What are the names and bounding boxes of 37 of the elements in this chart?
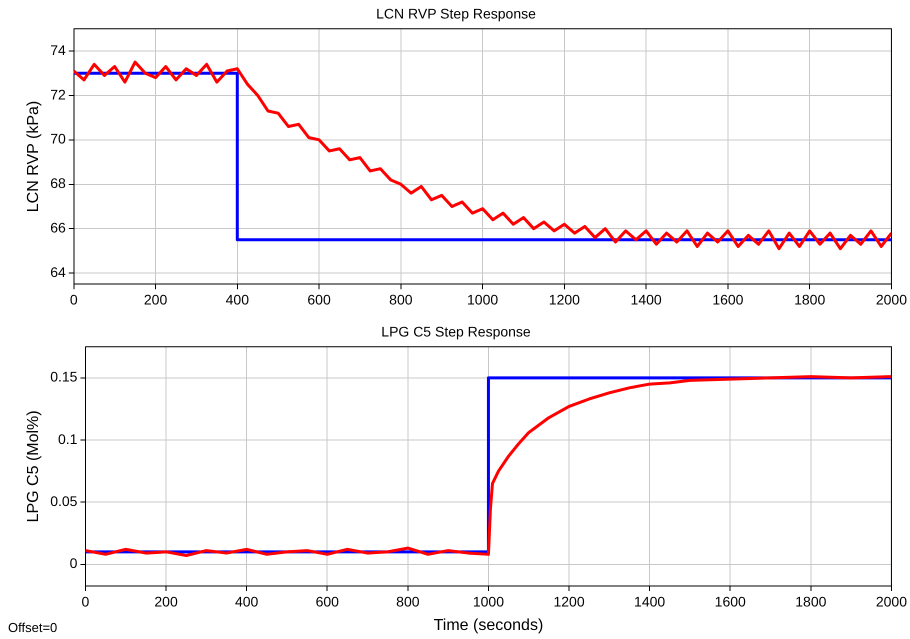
x-axis-title: Time (seconds) [434,616,544,634]
y-tick-label: 68 [50,175,66,192]
y-tick-label: 0.05 [50,492,78,509]
x-tick-label: 1000 [472,593,504,610]
y-tick-label: 64 [50,264,66,280]
x-tick-label: 1800 [794,291,826,308]
y-tick-label: 66 [50,220,66,236]
x-tick-label: 200 [144,291,168,308]
x-tick-label: 2000 [876,593,908,610]
y-tick-label: 72 [50,86,66,102]
y-tick-label: 74 [50,42,66,58]
x-tick-label: 1200 [548,291,580,308]
x-tick-label: 1000 [467,291,498,308]
x-tick-label: 800 [389,291,413,308]
x-tick-label: 400 [226,291,250,308]
y-tick-label: 0.1 [58,430,78,447]
x-tick-label: 600 [316,593,340,610]
x-tick-label: 0 [82,593,90,610]
x-tick-label: 1800 [795,593,827,610]
chart-title: LCN RVP Step Response [376,5,536,22]
y-axis-title: LPG C5 (Mol%) [25,410,42,522]
x-tick-label: 800 [396,593,420,610]
x-tick-label: 1600 [712,291,744,308]
y-tick-label: 70 [50,130,66,147]
x-tick-label: 400 [234,593,259,610]
x-tick-label: 1200 [553,593,585,610]
y-axis-title: LCN RVP (kPa) [25,100,42,212]
text: Offset=0 [8,620,58,635]
x-tick-label: 2000 [876,291,908,308]
y-tick-label: 0 [70,555,78,572]
x-tick-label: 1600 [714,593,746,610]
chart-title: LPG C5 Step Response [381,323,531,340]
x-tick-label: 1400 [630,291,662,308]
x-tick-label: 200 [154,593,178,610]
x-tick-label: 1400 [634,593,666,610]
y-tick-label: 0.15 [50,368,78,385]
x-tick-label: 600 [307,291,331,308]
